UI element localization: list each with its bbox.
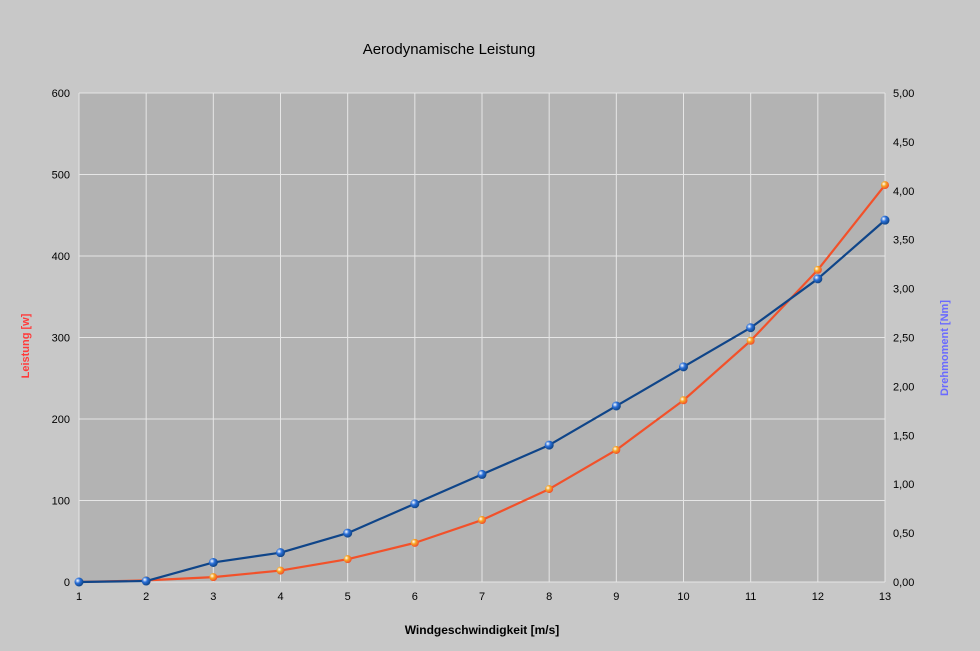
x-tick-label: 9: [613, 591, 619, 603]
x-tick-label: 4: [277, 591, 283, 603]
x-tick-label: 11: [745, 591, 756, 603]
series-layer: [74, 181, 890, 587]
x-axis-label: Windgeschwindigkeit [m/s]: [405, 623, 560, 637]
x-tick-label: 3: [210, 591, 216, 603]
y-tick-label-right: 5,00: [893, 88, 914, 100]
series-1-point: [881, 181, 889, 190]
series-2-point: [208, 557, 218, 567]
y-tick-label-right: 4,00: [893, 186, 914, 198]
series-1-point: [209, 573, 218, 582]
y-axis-label-right: Drehmoment [Nm]: [939, 300, 951, 396]
axes: 1 2 3 4 5 6 7 8 9 10 11 12 1301002003004005006000,00…: [52, 88, 915, 603]
y-tick-label-left: 600: [52, 88, 70, 100]
y-tick-label-right: 1,00: [893, 479, 914, 491]
series-2-point: [611, 401, 621, 411]
y-tick-label-right: 3,50: [893, 235, 914, 247]
series-1-point: [410, 538, 419, 547]
y-tick-label-right: 2,00: [893, 381, 914, 393]
series-1-point: [679, 396, 688, 405]
series-2-point: [276, 548, 285, 558]
series-1-point: [746, 336, 755, 345]
series-1-point: [545, 485, 554, 494]
series-2-point: [410, 499, 420, 509]
x-tick-label: 1: [76, 591, 82, 603]
series-1-point: [343, 555, 352, 564]
series-2-point: [679, 362, 688, 372]
y-tick-label-right: 1,50: [893, 430, 914, 442]
y-tick-label-left: 0: [64, 577, 70, 589]
y-tick-label-left: 300: [52, 333, 70, 345]
series-1-point: [276, 566, 285, 575]
y-tick-label-right: 4,50: [893, 137, 914, 149]
series-1-point: [478, 516, 486, 525]
series-2-point: [343, 528, 353, 538]
x-tick-label: 2: [143, 591, 149, 603]
y-axis-label-left: Leistung [w]: [20, 313, 32, 378]
x-tick-label: 7: [479, 591, 485, 603]
x-tick-label: 8: [546, 591, 552, 603]
y-tick-label-right: 2,50: [893, 333, 914, 345]
series-2-point: [74, 577, 84, 587]
series-2-point: [141, 576, 151, 586]
series-1-point: [813, 265, 822, 274]
series-2-point: [880, 215, 890, 225]
x-tick-label: 5: [345, 591, 351, 603]
y-tick-label-left: 500: [52, 170, 70, 182]
y-tick-label-right: 0,00: [893, 577, 914, 589]
x-tick-label: 6: [412, 591, 418, 603]
y-tick-label-right: 3,00: [893, 284, 914, 296]
series-2-point: [746, 323, 756, 333]
y-tick-label-right: 0,50: [893, 528, 914, 540]
series-2-point: [544, 440, 554, 450]
series-1-point: [612, 445, 621, 454]
series-2-point: [813, 274, 823, 284]
x-tick-label: 12: [812, 591, 824, 603]
y-tick-label-left: 200: [52, 414, 70, 426]
x-tick-label: 13: [879, 591, 891, 603]
x-tick-label: 10: [677, 591, 689, 603]
y-tick-label-left: 100: [52, 496, 70, 508]
chart-title: Aerodynamische Leistung: [363, 41, 536, 58]
series-2-point: [477, 469, 487, 479]
y-tick-label-left: 400: [52, 251, 70, 263]
